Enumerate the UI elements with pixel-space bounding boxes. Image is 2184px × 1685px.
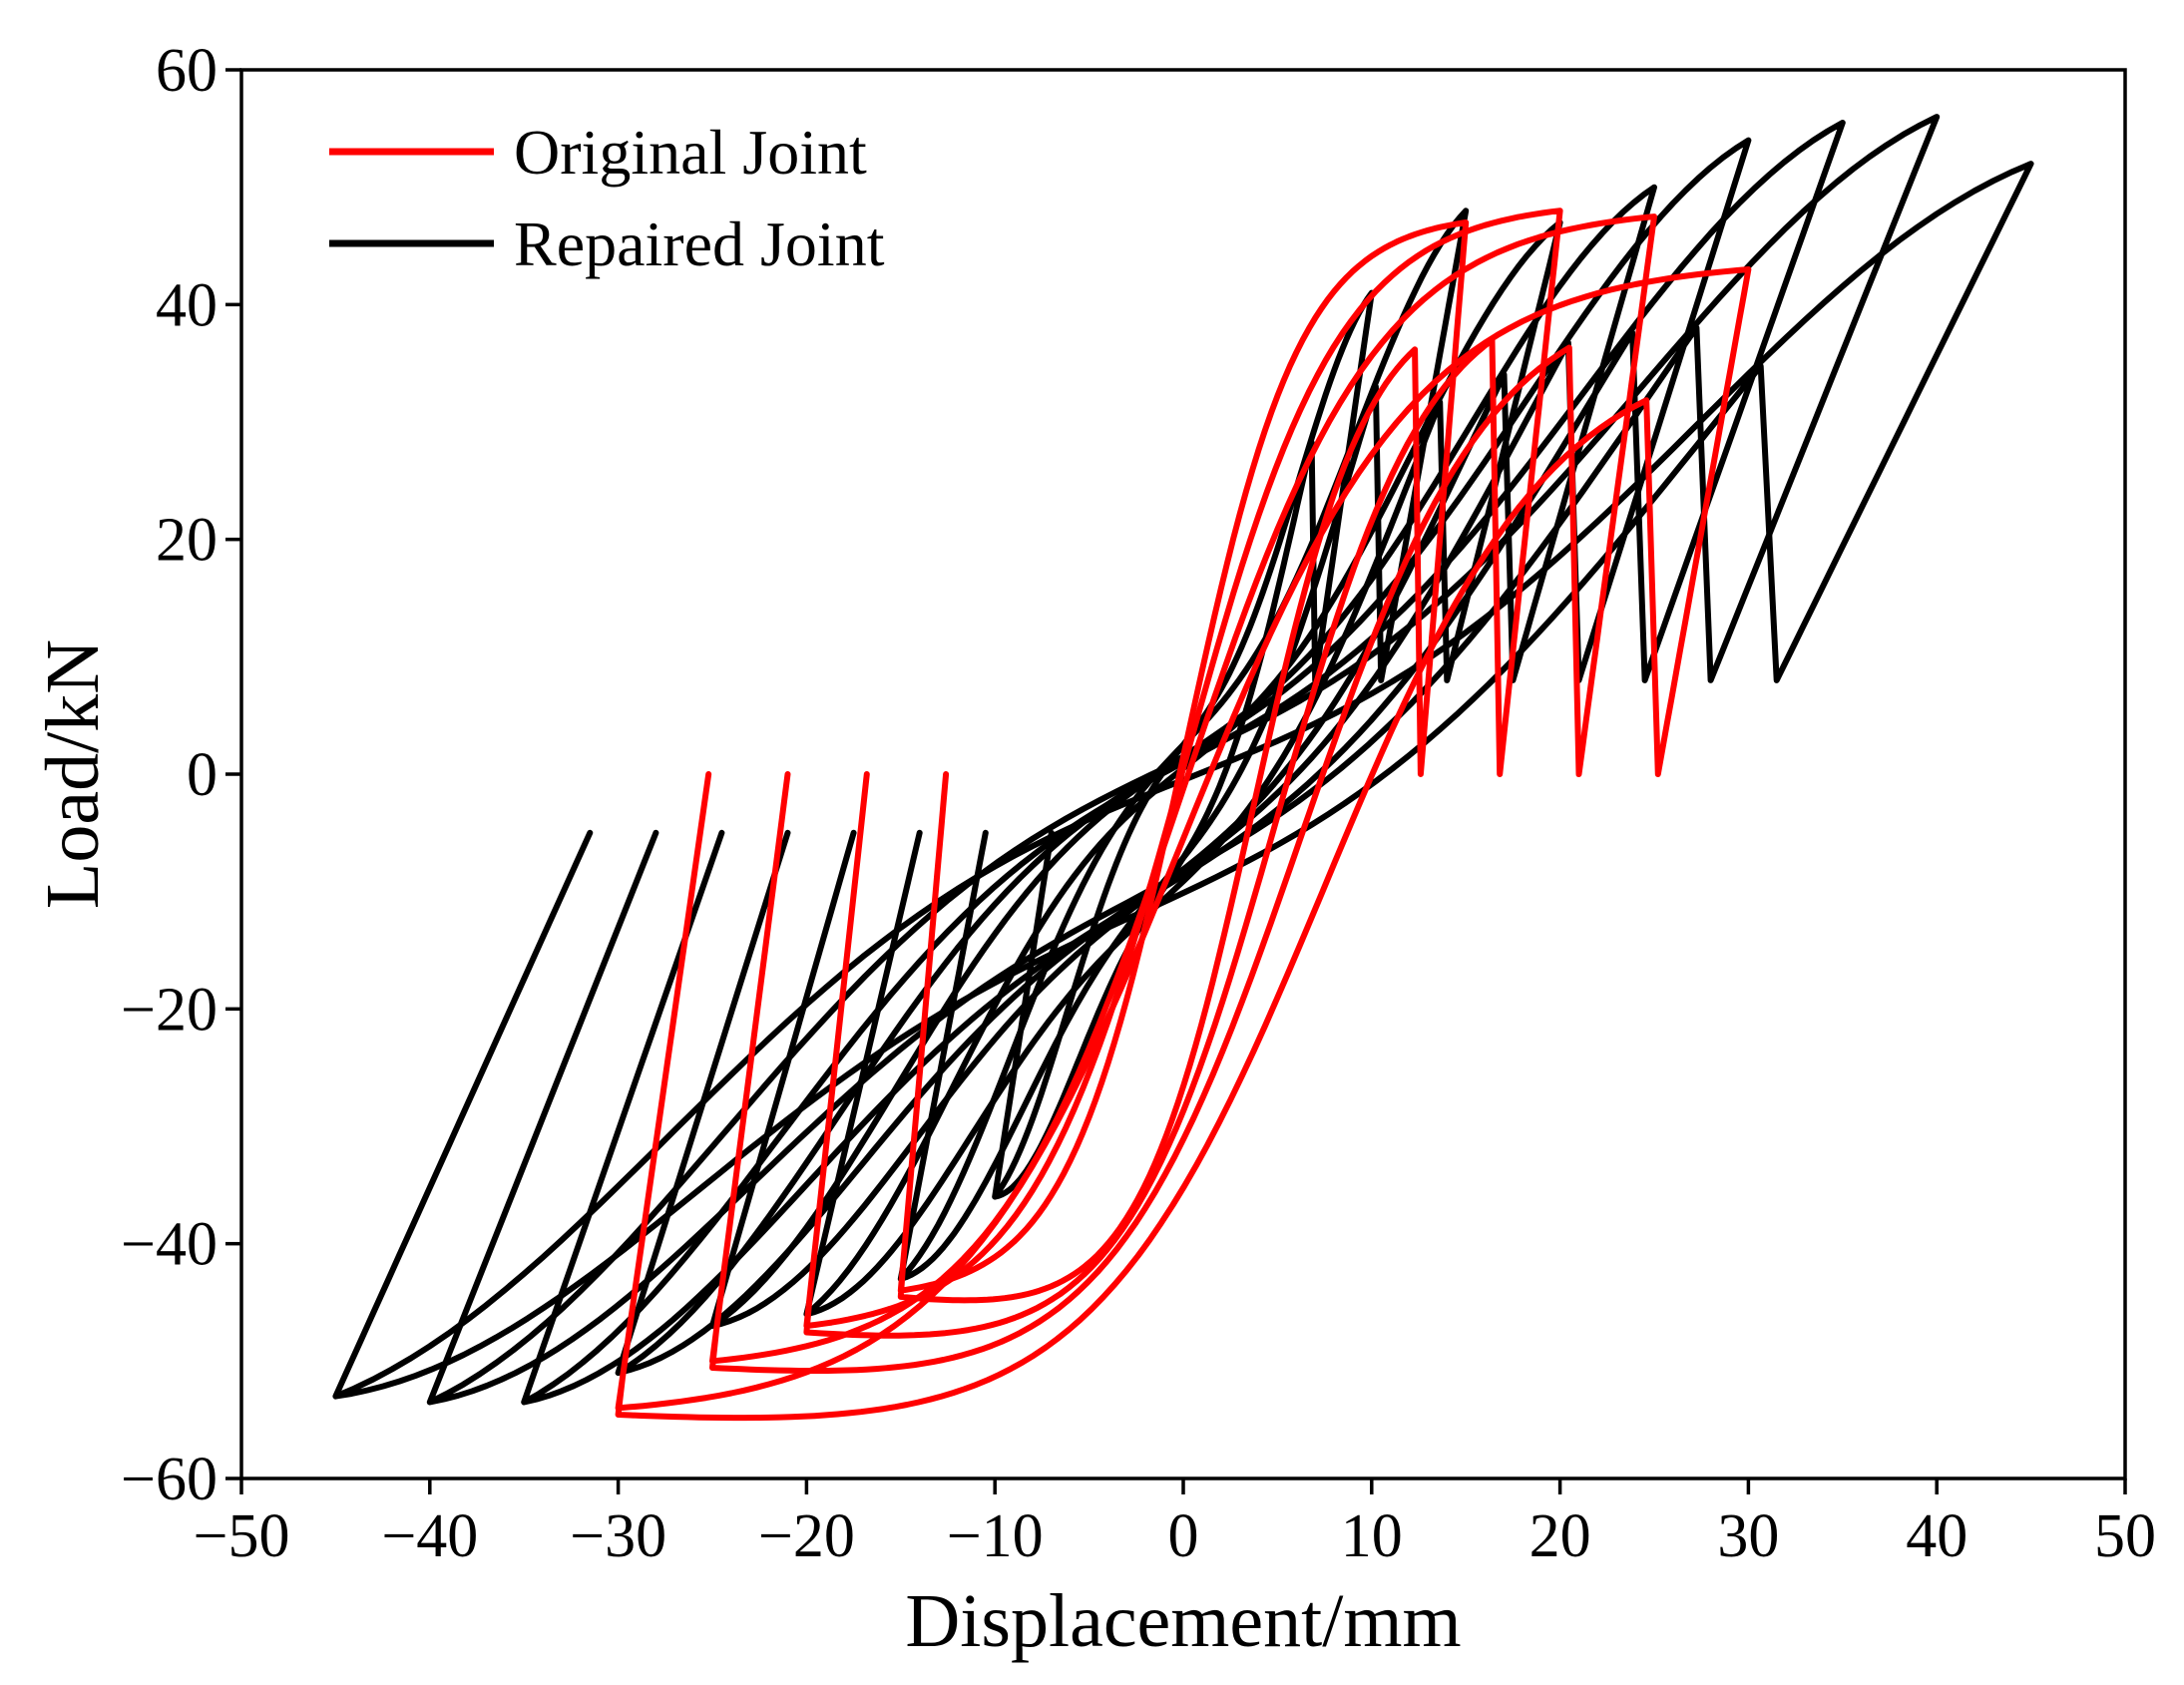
hysteresis-loop <box>332 161 2034 1400</box>
series-layer <box>332 114 2034 1422</box>
x-tick-label: −30 <box>570 1502 666 1570</box>
legend: Original Joint Repaired Joint <box>329 117 885 279</box>
x-tick-label: −20 <box>758 1502 855 1570</box>
y-tick-label: −40 <box>121 1211 218 1279</box>
y-tick-label: −20 <box>121 976 218 1044</box>
x-tick-label: 10 <box>1341 1502 1403 1570</box>
x-tick-label: 0 <box>1168 1502 1199 1570</box>
x-tick-label: −10 <box>947 1502 1044 1570</box>
x-axis-title: Displacement/mm <box>905 1579 1461 1663</box>
y-tick-label: −60 <box>121 1446 218 1513</box>
x-tick-label: −50 <box>194 1502 290 1570</box>
x-tick-label: 30 <box>1717 1502 1779 1570</box>
y-tick-label: 40 <box>156 271 218 339</box>
legend-label: Repaired Joint <box>514 209 885 279</box>
hysteresis-loop <box>709 184 1657 1329</box>
y-tick-label: 20 <box>156 507 218 575</box>
y-tick-label: 0 <box>187 741 218 809</box>
hysteresis-loop <box>615 266 1752 1422</box>
hysteresis-loop <box>709 213 1657 1374</box>
y-tick-label: 60 <box>156 37 218 105</box>
y-axis-title: Load/kN <box>31 639 115 909</box>
x-tick-label: 50 <box>2094 1502 2156 1570</box>
ticks-layer: −50 −40 −30 −20 −10 0 10 20 30 40 50 −60 −40 −20 0 20 40… <box>121 37 2156 1570</box>
x-tick-label: 20 <box>1529 1502 1591 1570</box>
hysteresis-loop <box>803 219 1563 1318</box>
hysteresis-loop <box>897 219 1470 1304</box>
x-tick-label: 40 <box>1906 1502 1967 1570</box>
x-tick-label: −40 <box>381 1502 478 1570</box>
legend-label: Original Joint <box>514 117 867 188</box>
series-original-joint <box>615 208 1752 1422</box>
